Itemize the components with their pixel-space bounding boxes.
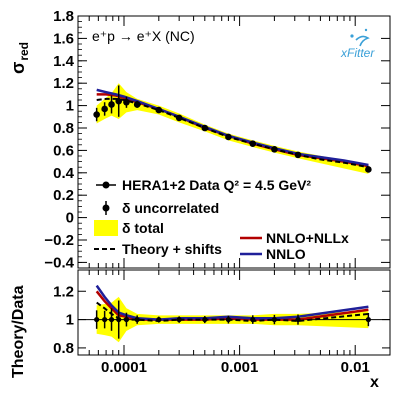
legend-nnlo: NNLO [240,246,306,262]
ratio-data-point [134,316,140,323]
nnlo-ratio-line [95,284,369,321]
x-axis-ticks-ratio: 0.0001 0.001 0.01 [77,270,391,376]
data-point [175,114,183,122]
y-tick-label: 0.4 [53,165,75,182]
data-point [294,151,302,159]
ratio-data-point [202,316,208,323]
data-point [225,133,232,141]
y-tick-label: 1 [66,98,74,115]
data-point [249,140,257,147]
logo-text: xFitter [340,46,375,60]
data-point [365,166,372,173]
data-point [93,111,100,118]
ratio-data-point [271,316,278,323]
total-band-main [96,83,369,174]
y-tick-label: 1.4 [53,53,75,70]
y-tick-label: 0.6 [53,142,74,159]
ratio-y-tick-label: 1.2 [53,283,74,300]
y-tick-label: 1.2 [53,75,74,92]
ratio-data-point [102,316,108,323]
data-point [155,106,163,114]
y-axis-ticks-main: −0.4 −0.2 0 0.2 0.4 0.6 0.8 1 1.2 1.4 1.6 1.8 [44,8,390,271]
data-point [101,105,108,113]
ratio-data-point [365,316,371,323]
ratio-data-point [156,316,162,323]
data-points-main [93,85,372,173]
y-tick-label: 0 [66,210,74,227]
ratio-y-tick-label: 0.8 [53,340,74,357]
legend-uncorrelated-label: δ uncorrelated [122,200,219,216]
y-tick-label: 1.8 [53,8,74,25]
data-point [108,101,115,108]
y-tick-label: 0.8 [53,120,74,137]
ratio-data-point [176,316,182,323]
y-tick-label: 1.6 [53,30,74,47]
x-tick-label: 0.01 [341,359,370,376]
x-tick-label: 0.001 [221,359,259,376]
data-point [271,145,278,153]
legend-shifts: Theory + shifts [94,241,222,257]
legend-data: HERA1+2 Data Q² = 4.5 GeV² [96,177,311,193]
x-tick-label: 0.0001 [101,359,147,376]
legend-total: δ total [94,220,164,236]
y-tick-label: 0.2 [53,187,74,204]
ratio-data-point [295,316,301,323]
legend-uncorrelated: δ uncorrelated [102,200,219,216]
theory-shifts-ratio-line [96,301,369,323]
legend-data-label: HERA1+2 Data Q² = 4.5 GeV² [122,177,311,193]
legend-nnlo-label: NNLO [266,246,306,262]
y-axis-title-ratio: Theory/Data [10,285,27,378]
data-point [115,97,123,105]
x-axis-title: x [370,374,379,391]
legend-nnlo-nllx: NNLO+NLLx [240,230,349,246]
y-axis-ticks-ratio: 0.8 1 1.2 [53,283,390,357]
ratio-data-point [123,316,130,323]
y-tick-label: −0.4 [44,254,74,271]
data-points-ratio [94,300,371,339]
y-tick-label: −0.2 [44,232,74,249]
ratio-data-point [116,316,122,323]
data-point [133,101,141,108]
xfitter-logo: xFitter [340,28,375,60]
data-point [201,124,209,132]
x-axis-ticks-main [77,16,391,268]
y-axis-title-main: σred [8,42,31,74]
legend: HERA1+2 Data Q² = 4.5 GeV² δ uncorrelate… [94,177,349,262]
ratio-data-point [250,316,256,323]
ratio-data-point [108,316,115,323]
legend-total-label: δ total [122,220,164,236]
ratio-data-point [225,316,231,323]
ratio-y-tick-label: 1 [66,312,74,329]
ratio-data-point [94,316,100,323]
data-point [123,98,130,106]
legend-nnlo-nllx-label: NNLO+NLLx [266,230,349,246]
legend-shifts-label: Theory + shifts [122,241,222,257]
process-label: e⁺p → e⁺X (NC) [92,28,195,44]
theory-curves-ratio [95,284,369,323]
total-band-polygon [96,83,369,174]
